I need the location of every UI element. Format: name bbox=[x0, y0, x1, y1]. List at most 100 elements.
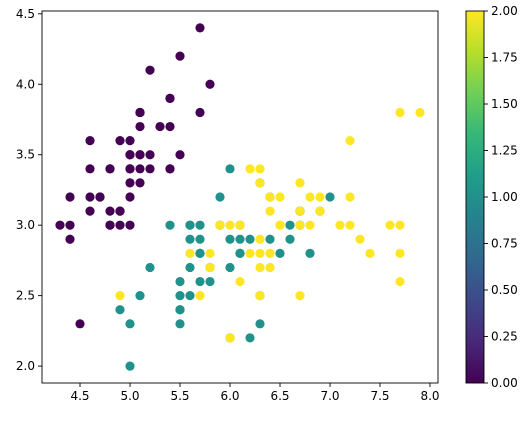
data-point bbox=[255, 248, 265, 258]
data-point bbox=[125, 150, 135, 160]
data-point bbox=[385, 220, 395, 230]
data-point bbox=[115, 206, 125, 216]
plot-area: 4.5 5.0 5.5 6.0 6.5 7.0 7.5 8.0 2.0 2.5 3.0 3.5 4.0 4… bbox=[16, 7, 440, 403]
data-point bbox=[295, 220, 305, 230]
data-point bbox=[395, 220, 405, 230]
colorbar: 0.00 0.25 0.50 0.75 1.00 1.25 1.50 1.75 2.00 bbox=[465, 4, 518, 390]
data-point bbox=[195, 276, 205, 287]
data-point bbox=[145, 262, 155, 273]
x-tick-label: 6.0 bbox=[220, 389, 239, 403]
data-point bbox=[345, 192, 355, 202]
data-point bbox=[115, 305, 125, 315]
data-point bbox=[235, 248, 245, 258]
data-point bbox=[235, 276, 245, 287]
data-point bbox=[145, 164, 155, 174]
data-point bbox=[125, 192, 135, 202]
data-point bbox=[275, 192, 285, 202]
data-point bbox=[245, 164, 255, 174]
data-point bbox=[175, 291, 185, 301]
data-point bbox=[165, 121, 175, 132]
data-point bbox=[205, 248, 215, 258]
colorbar-tick-label: 2.00 bbox=[491, 4, 518, 18]
data-point bbox=[125, 220, 135, 230]
data-point bbox=[135, 291, 145, 301]
data-point bbox=[265, 192, 275, 202]
colorbar-tick-label: 1.50 bbox=[491, 97, 518, 111]
data-point bbox=[135, 107, 145, 118]
data-point bbox=[225, 262, 235, 273]
colorbar-tick-label: 0.75 bbox=[491, 237, 518, 251]
data-point bbox=[295, 206, 305, 216]
y-tick-label: 4.5 bbox=[16, 7, 35, 21]
data-point bbox=[295, 178, 305, 188]
data-point bbox=[235, 234, 245, 244]
data-point bbox=[325, 192, 335, 202]
data-point bbox=[175, 276, 185, 287]
data-point bbox=[295, 291, 305, 301]
data-point bbox=[135, 121, 145, 132]
data-point bbox=[55, 220, 65, 230]
data-point bbox=[195, 107, 205, 118]
y-tick-label: 3.5 bbox=[16, 148, 35, 162]
data-point bbox=[245, 234, 255, 244]
data-point bbox=[215, 220, 225, 230]
x-tick-label: 6.5 bbox=[270, 389, 289, 403]
data-point bbox=[145, 65, 155, 75]
y-tick-label: 3.0 bbox=[16, 218, 35, 232]
data-point bbox=[195, 23, 205, 33]
data-point bbox=[105, 220, 115, 230]
data-point bbox=[75, 319, 85, 329]
data-point bbox=[185, 291, 195, 301]
data-point bbox=[185, 262, 195, 273]
data-point bbox=[225, 220, 235, 230]
data-point bbox=[195, 234, 205, 244]
data-point bbox=[85, 206, 95, 216]
data-point bbox=[365, 248, 375, 258]
data-point bbox=[335, 220, 345, 230]
data-point bbox=[315, 192, 325, 202]
data-point bbox=[175, 150, 185, 160]
y-tick-label: 2.5 bbox=[16, 289, 35, 303]
data-point bbox=[395, 107, 405, 118]
data-point bbox=[255, 262, 265, 273]
data-point bbox=[225, 164, 235, 174]
data-point bbox=[205, 79, 215, 89]
y-tick-label: 2.0 bbox=[16, 359, 35, 373]
colorbar-gradient bbox=[466, 11, 484, 383]
data-point bbox=[255, 319, 265, 329]
data-point bbox=[265, 248, 275, 258]
data-point bbox=[165, 220, 175, 230]
data-point bbox=[65, 234, 75, 244]
data-point bbox=[355, 234, 365, 244]
colorbar-tick-label: 1.00 bbox=[491, 190, 518, 204]
data-point bbox=[175, 51, 185, 61]
data-point bbox=[345, 220, 355, 230]
data-point bbox=[95, 192, 105, 202]
data-point bbox=[395, 276, 405, 287]
colorbar-tick-label: 0.50 bbox=[491, 283, 518, 297]
data-point bbox=[175, 305, 185, 315]
colorbar-tick-label: 0.00 bbox=[491, 376, 518, 390]
data-point bbox=[265, 262, 275, 273]
x-tick-label: 5.5 bbox=[170, 389, 189, 403]
data-point bbox=[265, 206, 275, 216]
data-point bbox=[275, 220, 285, 230]
data-point bbox=[85, 164, 95, 174]
data-point bbox=[115, 136, 125, 146]
data-point bbox=[395, 248, 405, 258]
x-tick-label: 7.0 bbox=[320, 389, 339, 403]
data-point bbox=[65, 220, 75, 230]
data-point bbox=[225, 333, 235, 343]
data-point bbox=[255, 164, 265, 174]
data-point bbox=[205, 276, 215, 287]
data-point bbox=[255, 291, 265, 301]
data-point bbox=[125, 178, 135, 188]
data-point bbox=[115, 291, 125, 301]
data-point bbox=[105, 164, 115, 174]
data-point bbox=[115, 220, 125, 230]
data-point bbox=[235, 220, 245, 230]
data-point bbox=[245, 248, 255, 258]
data-point bbox=[265, 234, 275, 244]
data-point bbox=[305, 192, 315, 202]
